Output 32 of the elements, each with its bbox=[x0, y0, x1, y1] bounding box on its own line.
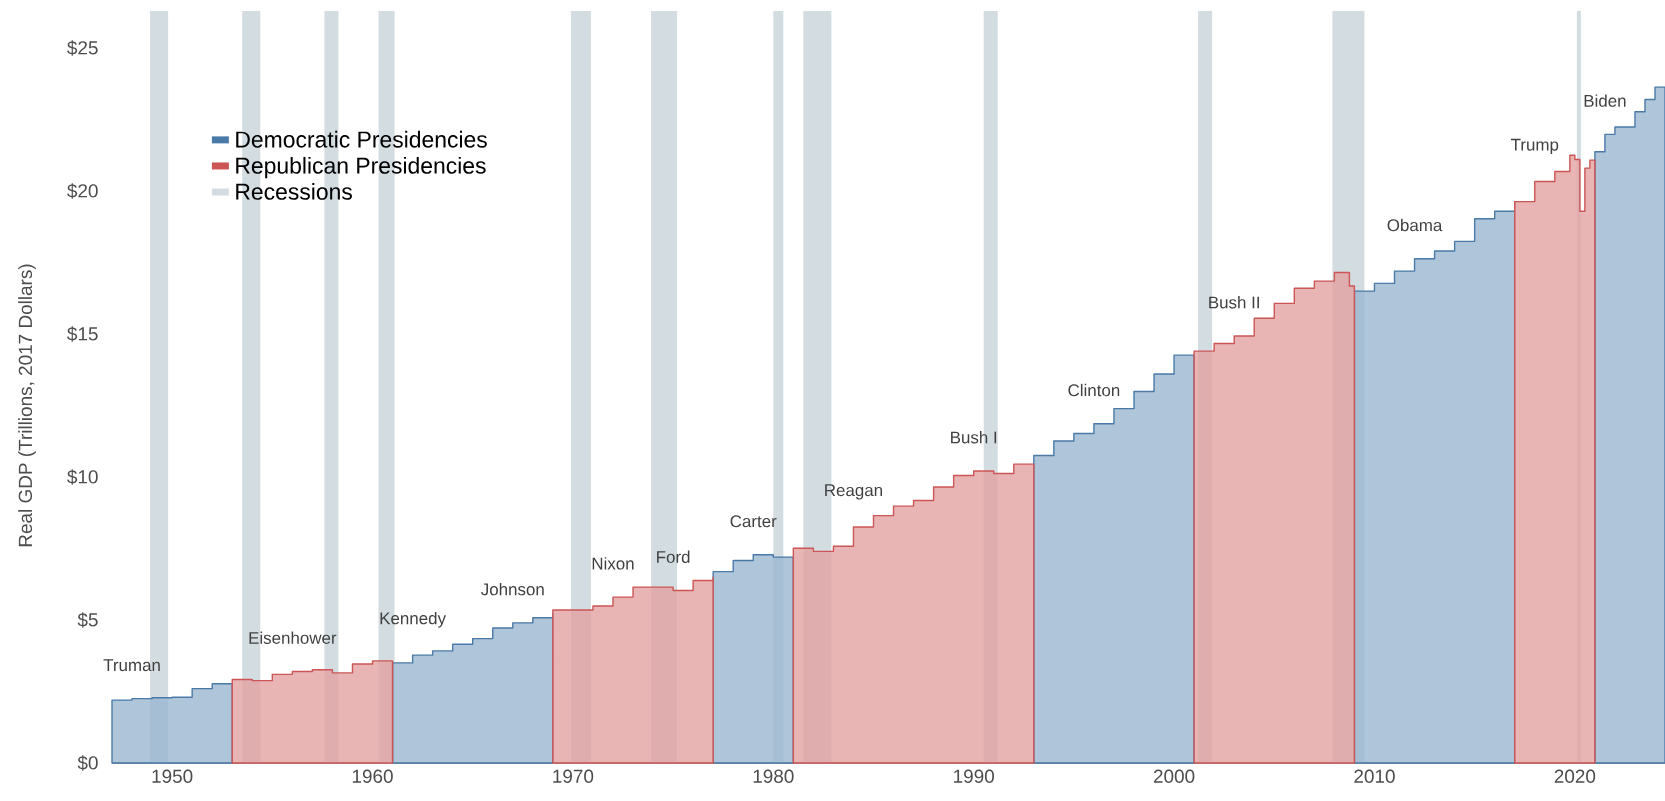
annotation: Bush I bbox=[951, 431, 997, 444]
x-tick-label: 1950 bbox=[152, 769, 193, 783]
y-tick-label: $25 bbox=[67, 40, 98, 56]
legend-label: Democratic Presidencies bbox=[236, 130, 487, 148]
x-tick-label: 2010 bbox=[1354, 769, 1395, 783]
x-tick-label: 1970 bbox=[553, 769, 594, 783]
y-tick-label: $10 bbox=[67, 469, 98, 485]
annotation: Trump bbox=[1511, 138, 1559, 155]
annotation: Carter bbox=[730, 515, 777, 528]
annotation: Johnson bbox=[481, 582, 544, 596]
annotation: Eisenhower bbox=[249, 631, 337, 644]
annotation: Nixon bbox=[592, 557, 634, 570]
band-label: Recessions bbox=[236, 182, 352, 200]
annotation: Obama bbox=[1387, 218, 1443, 232]
y-tick-label: $0 bbox=[77, 755, 98, 771]
y-tick-label: $15 bbox=[67, 326, 98, 342]
annotation: Bush II bbox=[1209, 296, 1259, 309]
y-tick-label: $5 bbox=[77, 612, 98, 628]
legend-label: Republican Presidencies bbox=[236, 156, 486, 179]
annotation: Truman bbox=[103, 659, 160, 672]
annotation: Reagan bbox=[825, 484, 882, 500]
y-axis-title: Real GDP (Trillions, 2017 Dollars) bbox=[18, 264, 36, 547]
x-tick-label: 1980 bbox=[753, 769, 794, 783]
y-tick-label: $20 bbox=[67, 183, 98, 199]
annotation: Clinton bbox=[1068, 383, 1120, 397]
x-tick-label: 1960 bbox=[352, 769, 393, 783]
x-tick-label: 1990 bbox=[954, 769, 994, 783]
annotation: Ford bbox=[657, 550, 690, 564]
annotation: Kennedy bbox=[380, 611, 446, 628]
annotation: Biden bbox=[1584, 94, 1626, 107]
x-tick-label: 2020 bbox=[1554, 769, 1596, 783]
x-tick-label: 2000 bbox=[1153, 769, 1195, 783]
